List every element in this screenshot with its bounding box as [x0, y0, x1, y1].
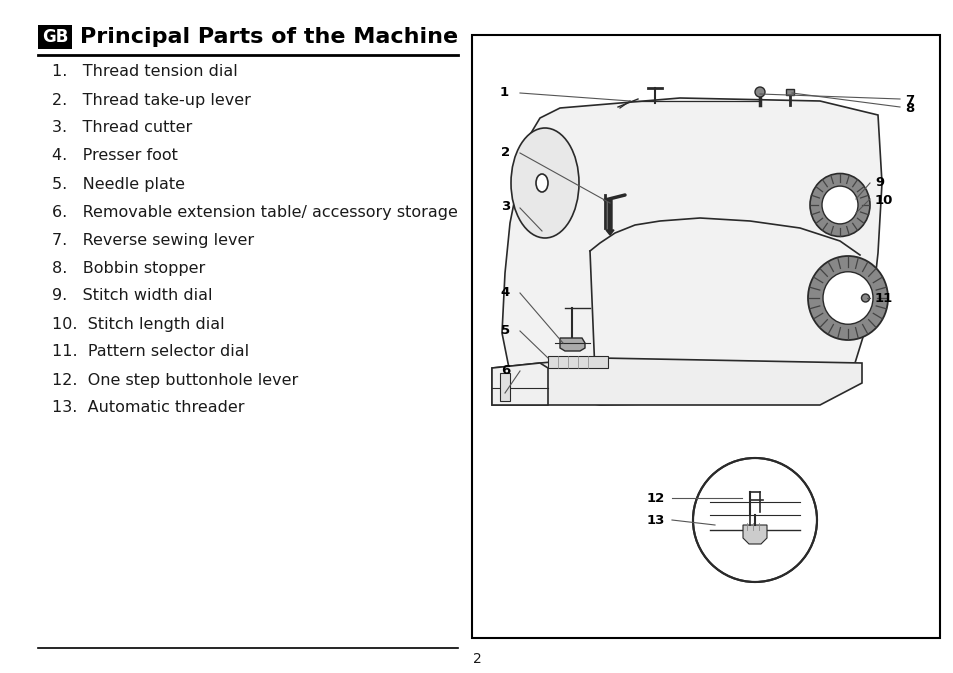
Text: GB: GB [42, 28, 68, 46]
Circle shape [861, 294, 868, 302]
Text: 1: 1 [499, 85, 509, 98]
Text: 11: 11 [874, 293, 892, 306]
Text: 7: 7 [904, 94, 913, 106]
Text: 6: 6 [500, 365, 510, 378]
Text: 12: 12 [646, 491, 664, 505]
Text: 10: 10 [874, 194, 892, 207]
Text: 5: 5 [500, 324, 510, 337]
Text: 4: 4 [500, 285, 510, 299]
FancyArrow shape [605, 200, 614, 235]
Text: 10.  Stitch length dial: 10. Stitch length dial [52, 316, 224, 332]
Text: 2.   Thread take-up lever: 2. Thread take-up lever [52, 92, 251, 108]
Polygon shape [501, 98, 882, 405]
Text: 2: 2 [472, 652, 481, 666]
Text: 13: 13 [646, 513, 664, 526]
Ellipse shape [807, 256, 887, 340]
Ellipse shape [822, 272, 872, 324]
Text: 13.  Automatic threader: 13. Automatic threader [52, 400, 244, 415]
Ellipse shape [536, 174, 547, 192]
Text: 8.   Bobbin stopper: 8. Bobbin stopper [52, 260, 205, 275]
Polygon shape [492, 358, 862, 405]
Bar [472, 35, 939, 638]
Text: 4.   Presser foot: 4. Presser foot [52, 149, 177, 164]
Circle shape [692, 458, 816, 582]
Text: 9.   Stitch width dial: 9. Stitch width dial [52, 289, 213, 304]
Text: 8: 8 [904, 102, 913, 114]
Text: 2: 2 [500, 145, 510, 159]
FancyBboxPatch shape [38, 25, 71, 49]
Ellipse shape [511, 128, 578, 238]
Circle shape [754, 87, 764, 97]
Polygon shape [559, 338, 584, 351]
Text: 5.   Needle plate: 5. Needle plate [52, 176, 185, 192]
Bar [547, 356, 607, 368]
Bar [499, 373, 510, 401]
Polygon shape [492, 363, 547, 405]
Text: 1.   Thread tension dial: 1. Thread tension dial [52, 65, 237, 79]
Text: 12.  One step buttonhole lever: 12. One step buttonhole lever [52, 372, 298, 388]
Text: 11.  Pattern selector dial: 11. Pattern selector dial [52, 345, 249, 359]
Text: 3: 3 [500, 201, 510, 213]
Text: 9: 9 [874, 176, 883, 190]
Text: 6.   Removable extension table/ accessory storage: 6. Removable extension table/ accessory … [52, 205, 457, 219]
Text: 3.   Thread cutter: 3. Thread cutter [52, 120, 193, 135]
Ellipse shape [821, 186, 857, 224]
Text: Principal Parts of the Machine: Principal Parts of the Machine [80, 27, 457, 47]
Text: 7.   Reverse sewing lever: 7. Reverse sewing lever [52, 232, 253, 248]
Bar [785, 89, 793, 95]
Ellipse shape [809, 174, 869, 236]
Polygon shape [742, 525, 766, 544]
